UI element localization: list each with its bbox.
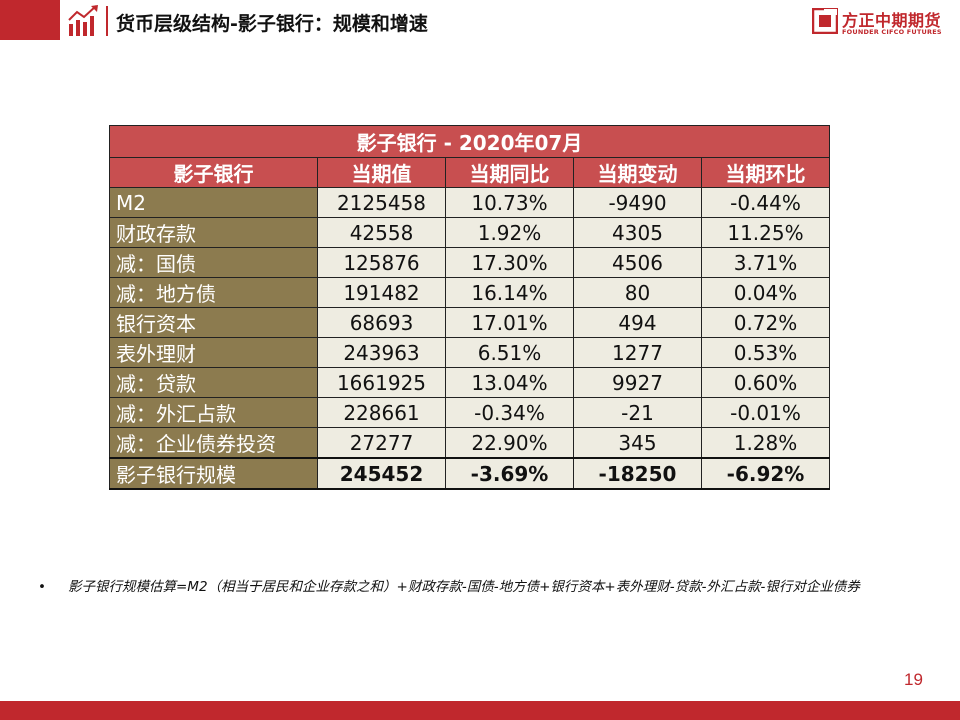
table-cell: 17.30%	[445, 247, 574, 278]
table-row: 减：贷款 1661925 13.04% 9927 0.60%	[109, 367, 830, 398]
table-header-row: 影子银行 当期值 当期同比 当期变动 当期环比	[109, 157, 830, 188]
row-label: 影子银行规模	[109, 457, 318, 490]
row-label: 表外理财	[109, 337, 318, 368]
table-cell: -9490	[573, 187, 702, 218]
table-cell: 1.92%	[445, 217, 574, 248]
table-cell: 1277	[573, 337, 702, 368]
table-cell: 22.90%	[445, 427, 574, 459]
table-cell: 6.51%	[445, 337, 574, 368]
table-cell: 80	[573, 277, 702, 308]
row-label: 减：外汇占款	[109, 397, 318, 428]
table-title: 影子银行 - 2020年07月	[109, 125, 830, 158]
table-cell: 345	[573, 427, 702, 459]
table-row: 减：外汇占款 228661 -0.34% -21 -0.01%	[109, 397, 830, 428]
page-number: 19	[904, 670, 923, 689]
table-cell: -0.01%	[701, 397, 830, 428]
table-row: M2 2125458 10.73% -9490 -0.44%	[109, 187, 830, 218]
row-label: M2	[109, 187, 318, 218]
column-header: 当期值	[317, 157, 446, 188]
table-cell: 16.14%	[445, 277, 574, 308]
company-logo: 方正中期期货 FOUNDER CIFCO FUTURES	[812, 7, 948, 41]
table-row: 财政存款 42558 1.92% 4305 11.25%	[109, 217, 830, 248]
table-total-row: 影子银行规模 245452 -3.69% -18250 -6.92%	[109, 457, 830, 490]
table-row: 减：企业债券投资 27277 22.90% 345 1.28%	[109, 427, 830, 459]
table-row: 表外理财 243963 6.51% 1277 0.53%	[109, 337, 830, 368]
bullet: •	[38, 579, 46, 595]
table-cell: 9927	[573, 367, 702, 398]
table-cell: 228661	[317, 397, 446, 428]
table-cell: -18250	[573, 457, 702, 490]
table-cell: 4506	[573, 247, 702, 278]
page-title: 货币层级结构-影子银行：规模和增速	[116, 13, 428, 35]
table-cell: 191482	[317, 277, 446, 308]
table-cell: 68693	[317, 307, 446, 338]
table-cell: 0.72%	[701, 307, 830, 338]
bar-chart-growth-icon	[68, 5, 98, 36]
column-header: 当期变动	[573, 157, 702, 188]
row-label: 减：地方债	[109, 277, 318, 308]
table-cell: 1.28%	[701, 427, 830, 459]
table-cell: 0.04%	[701, 277, 830, 308]
header-separator	[106, 6, 108, 36]
column-header: 当期同比	[445, 157, 574, 188]
column-header: 影子银行	[109, 157, 318, 188]
table-row: 银行资本 68693 17.01% 494 0.72%	[109, 307, 830, 338]
logo-name-cn: 方正中期期货	[842, 11, 942, 30]
table-cell: 11.25%	[701, 217, 830, 248]
table-cell: 2125458	[317, 187, 446, 218]
table-cell: -6.92%	[701, 457, 830, 490]
row-label: 财政存款	[109, 217, 318, 248]
column-header: 当期环比	[701, 157, 830, 188]
row-label: 减：贷款	[109, 367, 318, 398]
table-cell: 494	[573, 307, 702, 338]
table-cell: 42558	[317, 217, 446, 248]
table-cell: 243963	[317, 337, 446, 368]
header-accent-bar	[0, 0, 60, 40]
row-label: 减：企业债券投资	[109, 427, 318, 459]
logo-name-en: FOUNDER CIFCO FUTURES	[842, 28, 942, 36]
founder-logo-icon	[812, 8, 838, 34]
table-cell: -0.34%	[445, 397, 574, 428]
table-cell: -3.69%	[445, 457, 574, 490]
table-cell: 245452	[317, 457, 446, 490]
shadow-banking-table: 影子银行 - 2020年07月 影子银行 当期值 当期同比 当期变动 当期环比 …	[109, 125, 830, 490]
row-label: 银行资本	[109, 307, 318, 338]
footer-accent-bar	[0, 701, 960, 720]
table-row: 减：地方债 191482 16.14% 80 0.04%	[109, 277, 830, 308]
table-row: 减：国债 125876 17.30% 4506 3.71%	[109, 247, 830, 278]
table-cell: 125876	[317, 247, 446, 278]
table-cell: 10.73%	[445, 187, 574, 218]
table-cell: -21	[573, 397, 702, 428]
footnote-text: 影子银行规模估算=M2（相当于居民和企业存款之和）+财政存款-国债-地方债+银行…	[68, 579, 860, 595]
table-cell: 3.71%	[701, 247, 830, 278]
row-label: 减：国债	[109, 247, 318, 278]
footnote: • 影子银行规模估算=M2（相当于居民和企业存款之和）+财政存款-国债-地方债+…	[38, 575, 918, 600]
table-cell: 1661925	[317, 367, 446, 398]
table-cell: 4305	[573, 217, 702, 248]
table-cell: 13.04%	[445, 367, 574, 398]
table-cell: 27277	[317, 427, 446, 459]
table-cell: -0.44%	[701, 187, 830, 218]
table-cell: 0.53%	[701, 337, 830, 368]
table-cell: 17.01%	[445, 307, 574, 338]
table-cell: 0.60%	[701, 367, 830, 398]
